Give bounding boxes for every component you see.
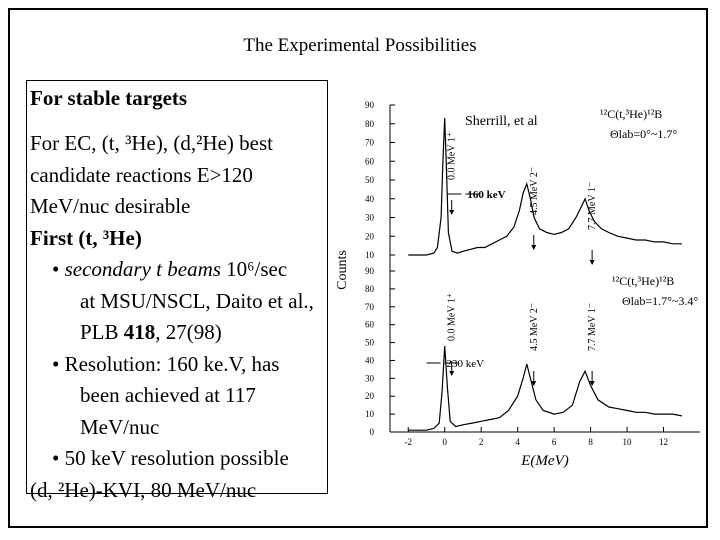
peak-label: 0.0 MeV 1⁺ xyxy=(447,293,458,341)
peak-arrow-head xyxy=(449,210,455,215)
y-tick-label: 20 xyxy=(365,391,375,401)
y-tick-label: 30 xyxy=(365,373,375,383)
bullet-1-line: at MSU/NSCL, Daito et al., xyxy=(80,288,314,313)
peak-arrow-head xyxy=(531,381,537,386)
bullet-2-line: MeV/nuc xyxy=(80,414,160,439)
peak-label: 7.7 MeV 1⁻ xyxy=(587,303,598,351)
peak-label: 4.5 MeV 2⁻ xyxy=(529,303,540,351)
y-tick-label: 20 xyxy=(365,231,375,241)
attribution-label: Sherrill, et al xyxy=(465,114,538,129)
slide-frame xyxy=(8,8,708,528)
y-tick-label: 50 xyxy=(365,338,375,348)
resolution-label: 160 keV xyxy=(467,189,505,201)
x-tick-label: 4 xyxy=(515,437,520,447)
last-line: (d, ²He)-KVI, 80 MeV/nuc xyxy=(30,477,257,502)
x-tick-label: 8 xyxy=(588,437,593,447)
resolution-label: 230 keV xyxy=(447,358,485,370)
bullet-2-line: • Resolution: 160 ke.V, has xyxy=(52,351,280,376)
y-tick-label: 70 xyxy=(365,138,375,148)
bullet-2-line: been achieved at 117 xyxy=(80,383,256,407)
y-tick-label: 80 xyxy=(365,119,375,129)
y-tick-label: 90 xyxy=(365,266,375,276)
peak-label: 7.7 MeV 1⁻ xyxy=(587,182,598,230)
bullet-1-reference: PLB 418, 27(98) xyxy=(80,320,222,344)
spectrum-line-top xyxy=(408,118,682,256)
y-tick-label: 10 xyxy=(365,250,375,260)
y-tick-label: 90 xyxy=(365,100,375,110)
panel-heading: For stable targets xyxy=(30,86,188,110)
intro-line: For EC, (t, ³He), (d,²He) best xyxy=(30,131,273,155)
bullet-3-line: • 50 keV resolution possible xyxy=(52,446,289,470)
x-tick-label: 0 xyxy=(442,437,447,447)
y-tick-label: 70 xyxy=(365,302,375,312)
x-tick-label: 2 xyxy=(479,437,484,447)
x-tick-label: -2 xyxy=(404,437,412,447)
bullet-2-text: Resolution: 160 ke.V, has xyxy=(64,351,280,376)
peak-arrow-head xyxy=(589,381,595,386)
x-axis-title: E(MeV) xyxy=(520,453,568,469)
y-axis-title: Counts xyxy=(335,250,350,290)
y-tick-label: 60 xyxy=(365,320,375,330)
bullet-1-line: • secondary t beams 10⁶/sec xyxy=(52,257,288,281)
bullet-1-emphasis: secondary t beams xyxy=(64,257,221,281)
y-tick-label: 30 xyxy=(365,213,375,223)
reaction-label: ¹²C(t,³He)¹²B xyxy=(612,274,674,288)
first-reaction-label: First (t, ³He) xyxy=(30,223,330,255)
bullet-1-rest: 10⁶/sec xyxy=(220,257,288,281)
peak-arrow-head xyxy=(589,260,595,265)
peak-label: 0.0 MeV 1⁺ xyxy=(447,132,458,180)
angle-label: Θlab=1.7°~3.4° xyxy=(622,294,698,308)
spectrum-line-bottom xyxy=(408,346,682,431)
y-tick-label: 40 xyxy=(365,355,375,365)
y-tick-label: 80 xyxy=(365,284,375,294)
peak-arrow-head xyxy=(449,371,455,376)
y-tick-label: 10 xyxy=(365,409,375,419)
y-tick-label: 50 xyxy=(365,175,375,185)
intro-line: MeV/nuc desirable xyxy=(30,194,191,218)
y-tick-label: 0 xyxy=(370,427,375,437)
y-tick-label: 40 xyxy=(365,194,375,204)
peak-arrow-head xyxy=(531,245,537,250)
peak-label: 4.5 MeV 2⁻ xyxy=(529,167,540,215)
intro-line: candidate reactions E>120 xyxy=(30,162,253,187)
x-tick-label: 6 xyxy=(552,437,557,447)
first-reaction-text: First (t, ³He) xyxy=(30,225,142,250)
angle-label: Θlab=0°~1.7° xyxy=(610,127,677,141)
x-tick-label: 10 xyxy=(623,437,633,447)
x-tick-label: 12 xyxy=(659,437,668,447)
panel-body: For EC, (t, ³He), (d,²He) best candidate… xyxy=(30,128,330,506)
y-tick-label: 60 xyxy=(365,156,375,166)
text-panel xyxy=(26,80,328,494)
bullet-3-text: 50 keV resolution possible xyxy=(64,446,289,470)
reaction-label: ¹²C(t,³He)¹²B xyxy=(600,107,662,121)
slide-title: The Experimental Possibilities xyxy=(243,35,477,56)
